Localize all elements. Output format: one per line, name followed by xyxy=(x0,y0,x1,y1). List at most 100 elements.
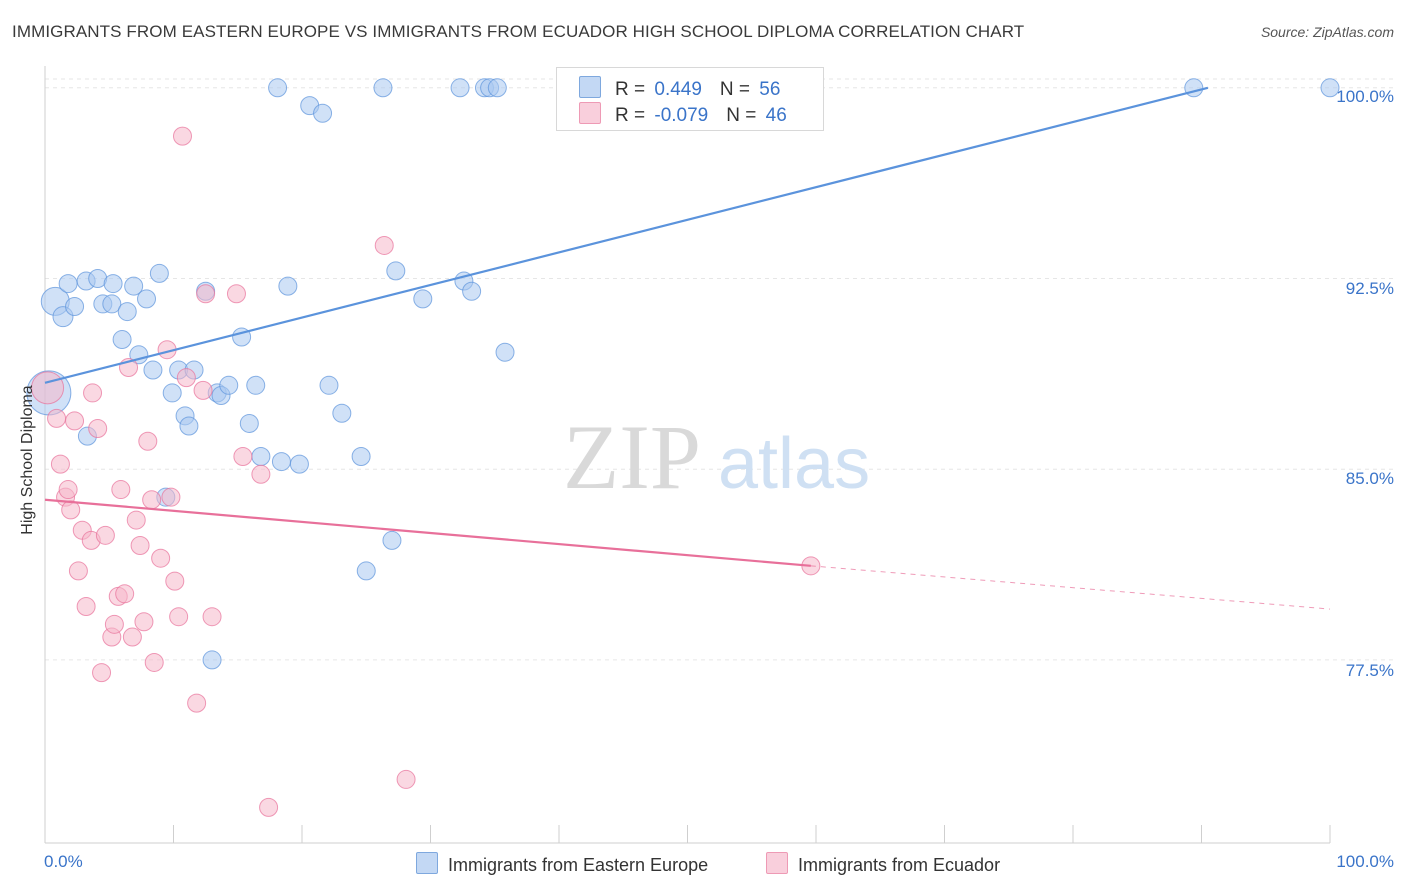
watermark-atlas: atlas xyxy=(718,424,870,504)
point-ecuador xyxy=(58,480,78,500)
axes xyxy=(44,66,1331,844)
point-eastern-europe xyxy=(246,375,266,395)
point-ecuador xyxy=(142,490,162,510)
point-eastern-europe xyxy=(356,561,376,581)
trend-line-eastern-europe xyxy=(44,86,1209,384)
point-eastern-europe xyxy=(251,447,271,466)
y-tick-label: 92.5% xyxy=(1345,279,1394,298)
point-ecuador xyxy=(151,548,171,568)
bottom-legend-swatch-blue xyxy=(416,852,438,874)
point-eastern-europe xyxy=(319,375,339,395)
point-eastern-europe xyxy=(271,452,291,472)
source-label: Source: ZipAtlas.com xyxy=(1260,24,1394,40)
point-ecuador xyxy=(196,284,216,304)
legend-n-value: 56 xyxy=(759,79,781,100)
point-eastern-europe xyxy=(102,294,122,314)
point-eastern-europe xyxy=(137,289,157,309)
point-eastern-europe xyxy=(219,375,239,395)
y-axis-label: High School Diploma xyxy=(19,385,36,535)
point-eastern-europe xyxy=(268,78,288,98)
point-eastern-europe xyxy=(117,302,137,322)
point-ecuador xyxy=(76,597,96,617)
point-ecuador xyxy=(374,235,394,255)
point-eastern-europe xyxy=(386,261,406,281)
point-eastern-europe xyxy=(332,403,352,423)
point-eastern-europe xyxy=(313,103,333,123)
point-ecuador xyxy=(104,614,124,634)
legend-swatch-blue xyxy=(579,76,601,98)
point-ecuador xyxy=(176,368,196,388)
point-eastern-europe xyxy=(202,650,222,670)
legend-n-label: N = xyxy=(719,79,756,100)
point-ecuador xyxy=(115,584,135,604)
point-ecuador xyxy=(193,380,213,400)
bottom-legend-label: Immigrants from Ecuador xyxy=(798,855,1001,875)
bottom-legend-eastern-europe: Immigrants from Eastern Europe xyxy=(416,852,708,876)
chart-title: IMMIGRANTS FROM EASTERN EUROPE VS IMMIGR… xyxy=(12,22,1025,41)
legend-r-label: R = xyxy=(615,79,651,100)
point-ecuador xyxy=(47,408,67,428)
bottom-legend-ecuador: Immigrants from Ecuador xyxy=(766,852,1000,876)
point-ecuador xyxy=(172,126,192,146)
point-eastern-europe xyxy=(1320,78,1340,98)
point-eastern-europe xyxy=(289,454,309,474)
gridlines xyxy=(45,78,1395,661)
point-eastern-europe xyxy=(149,263,169,283)
point-eastern-europe xyxy=(239,413,259,433)
point-ecuador xyxy=(83,383,103,403)
point-ecuador xyxy=(65,411,85,431)
point-ecuador xyxy=(161,487,181,507)
trend-line-ecuador-extension xyxy=(810,565,1331,610)
point-eastern-europe xyxy=(487,78,507,98)
watermark-zip: ZIP xyxy=(563,406,701,508)
point-eastern-europe xyxy=(413,289,433,309)
point-ecuador xyxy=(233,447,253,466)
y-tick-label: 85.0% xyxy=(1345,469,1394,488)
legend-n-label: N = xyxy=(726,105,762,126)
point-eastern-europe xyxy=(373,78,393,98)
x-axis-min-label: 0.0% xyxy=(44,852,83,871)
point-ecuador xyxy=(68,561,88,581)
point-ecuador xyxy=(202,607,222,627)
correlation-legend: R = 0.449 N = 56 R = -0.079 N = 46 xyxy=(556,67,824,131)
legend-r-label: R = xyxy=(615,105,651,126)
point-eastern-europe xyxy=(112,330,132,350)
y-tick-label: 100.0% xyxy=(1336,87,1394,106)
watermark: ZIP atlas xyxy=(563,406,870,508)
point-ecuador xyxy=(95,525,115,545)
x-axis-max-label: 100.0% xyxy=(1336,852,1394,871)
point-ecuador xyxy=(251,464,271,484)
point-ecuador xyxy=(144,652,164,672)
point-eastern-europe xyxy=(278,276,298,296)
legend-row-ecuador: R = -0.079 N = 46 xyxy=(579,102,787,126)
point-eastern-europe xyxy=(495,342,515,362)
legend-r-value: -0.079 xyxy=(654,105,709,126)
point-ecuador xyxy=(138,431,158,451)
point-eastern-europe xyxy=(351,447,371,466)
point-ecuador xyxy=(169,607,189,627)
point-eastern-europe xyxy=(382,530,402,550)
bottom-legend-label: Immigrants from Eastern Europe xyxy=(448,855,709,875)
point-ecuador xyxy=(50,454,70,474)
point-ecuador xyxy=(122,627,142,647)
y-tick-label: 77.5% xyxy=(1345,661,1394,680)
point-ecuador xyxy=(111,480,131,500)
point-ecuador xyxy=(130,535,150,555)
point-ecuador xyxy=(88,419,108,439)
point-ecuador xyxy=(226,284,246,304)
point-eastern-europe xyxy=(143,360,163,380)
point-ecuador xyxy=(61,500,81,520)
point-eastern-europe xyxy=(462,281,482,301)
legend-row-eastern-europe: R = 0.449 N = 56 xyxy=(579,76,780,100)
trend-lines xyxy=(44,86,1331,610)
bottom-legend-swatch-pink xyxy=(766,852,788,874)
scatter-points xyxy=(26,78,1340,817)
legend-n-value: 46 xyxy=(765,105,787,126)
point-eastern-europe xyxy=(179,416,199,436)
point-eastern-europe xyxy=(124,276,144,296)
point-eastern-europe xyxy=(162,383,182,403)
legend-r-value: 0.449 xyxy=(654,79,702,100)
point-ecuador xyxy=(165,571,185,591)
point-ecuador xyxy=(134,612,154,632)
